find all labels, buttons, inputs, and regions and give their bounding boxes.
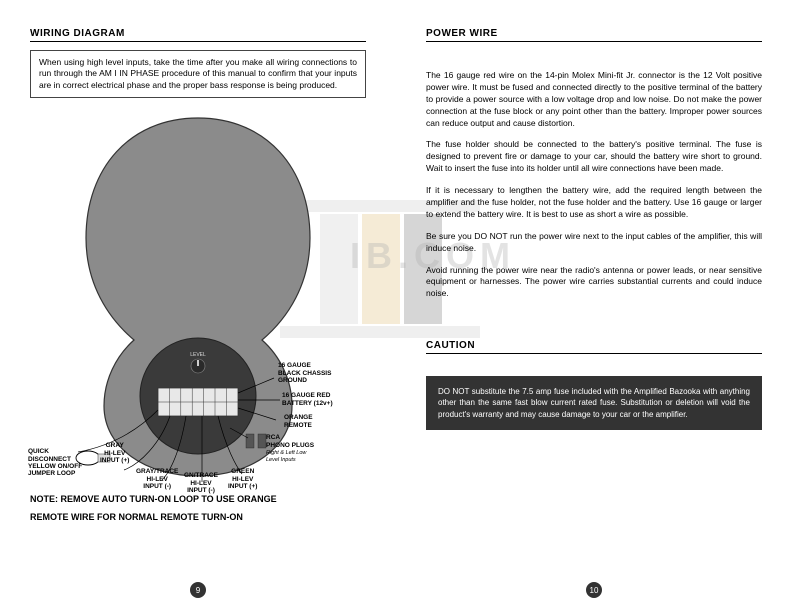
label-graytrace: GRAY/TRACEHI-LEVINPUT (-) — [136, 468, 178, 489]
label-jumper: QUICKDISCONNECTYELLOW ON/OFFJUMPER LOOP — [28, 448, 82, 477]
diagram-svg: LEVEL — [30, 108, 366, 488]
page-right: POWER WIRE The 16 gauge red wire on the … — [396, 0, 792, 612]
caution-box: DO NOT substitute the 7.5 amp fuse inclu… — [426, 376, 762, 430]
power-p3: If it is necessary to lengthen the batte… — [426, 185, 762, 221]
power-p1: The 16 gauge red wire on the 14-pin Mole… — [426, 70, 762, 129]
power-p2: The fuse holder should be connected to t… — [426, 139, 762, 175]
label-green: GREENHI-LEVINPUT (+) — [228, 468, 257, 489]
note-line-1: NOTE: REMOVE AUTO TURN-ON LOOP TO USE OR… — [30, 494, 366, 505]
heading-power: POWER WIRE — [426, 28, 762, 42]
wiring-intro-box: When using high level inputs, take the t… — [30, 50, 366, 98]
heading-caution: CAUTION — [426, 340, 762, 354]
heading-wiring: WIRING DIAGRAM — [30, 28, 366, 42]
label-chassis: 16 GAUGEBLACK CHASSISGROUND — [278, 362, 331, 383]
page-left: WIRING DIAGRAM When using high level inp… — [0, 0, 396, 612]
label-gray: GRAYHI-LEVINPUT (+) — [100, 442, 129, 463]
page-number-right: 10 — [586, 582, 602, 598]
label-rca: RCAPHONO PLUGSRight & Left LowLevel Inpu… — [266, 434, 314, 463]
note-line-2: REMOTE WIRE FOR NORMAL REMOTE TURN-ON — [30, 512, 366, 523]
power-p4: Be sure you DO NOT run the power wire ne… — [426, 231, 762, 255]
wiring-diagram: LEVEL — [30, 108, 366, 488]
power-p5: Avoid running the power wire near the ra… — [426, 265, 762, 301]
level-label: LEVEL — [190, 352, 206, 358]
label-gntrace: GN/TRACEHI-LEVINPUT (-) — [184, 472, 218, 493]
label-battery: 16 GAUGE REDBATTERY (12v+) — [282, 392, 333, 406]
page-number-left: 9 — [190, 582, 206, 598]
label-remote: ORANGEREMOTE — [284, 414, 313, 428]
